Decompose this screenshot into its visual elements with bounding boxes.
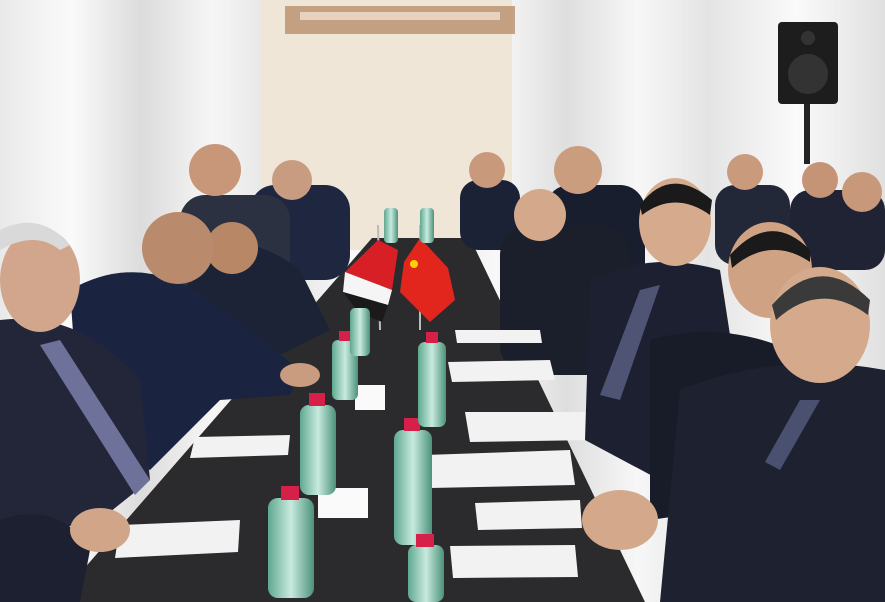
tie	[600, 285, 660, 400]
napkin-box	[355, 385, 385, 410]
bottle-cap	[281, 486, 299, 500]
hand	[280, 363, 320, 387]
papers	[115, 330, 595, 578]
bottle-cap	[339, 331, 351, 341]
bottle-cap	[404, 418, 420, 431]
hair	[730, 231, 810, 268]
hair	[0, 222, 70, 250]
hands	[582, 490, 658, 550]
tie	[765, 400, 820, 470]
flag-red-stripe	[345, 240, 398, 290]
ceiling-light-glow	[300, 12, 500, 20]
bottle-cap	[416, 534, 434, 547]
head	[142, 212, 214, 284]
bottle	[394, 430, 432, 545]
flag-red	[400, 238, 455, 322]
paper	[450, 545, 578, 578]
flag-star	[410, 260, 418, 268]
head	[802, 162, 838, 198]
paper	[448, 360, 555, 382]
head	[0, 228, 80, 332]
head	[727, 154, 763, 190]
paper	[425, 450, 575, 488]
paper	[190, 435, 290, 458]
bottle	[384, 208, 398, 243]
head	[842, 172, 882, 212]
attendees-right	[582, 178, 885, 602]
speaker-cone	[788, 54, 828, 94]
bottle	[420, 208, 434, 243]
bottle	[408, 545, 444, 602]
paper	[465, 412, 595, 442]
head	[206, 222, 258, 274]
speaker-stand	[804, 104, 810, 164]
flag-white-stripe	[343, 272, 392, 305]
attendees-left	[0, 144, 330, 602]
paper	[115, 520, 240, 558]
tie	[40, 340, 150, 495]
bottles	[268, 208, 446, 602]
hands	[70, 508, 130, 552]
bottle	[418, 342, 446, 427]
head	[554, 146, 602, 194]
bottle-cap	[426, 332, 438, 343]
bottle	[268, 498, 314, 598]
bottle	[350, 308, 370, 356]
head	[189, 144, 241, 196]
bottle-cap	[309, 393, 325, 406]
hair	[772, 276, 870, 320]
hair	[640, 183, 712, 215]
suit	[0, 514, 90, 602]
paper	[475, 500, 582, 530]
suit	[660, 363, 885, 602]
suit	[0, 318, 150, 540]
flag-black-stripe	[343, 292, 388, 322]
head	[272, 160, 312, 200]
head	[514, 189, 566, 241]
bottle	[332, 340, 358, 400]
flags	[343, 224, 455, 331]
back-attendees-right	[715, 154, 885, 270]
suit	[460, 180, 520, 250]
speaker-tweeter	[801, 31, 815, 45]
bottle	[300, 405, 336, 495]
head	[469, 152, 505, 188]
paper	[455, 330, 542, 343]
